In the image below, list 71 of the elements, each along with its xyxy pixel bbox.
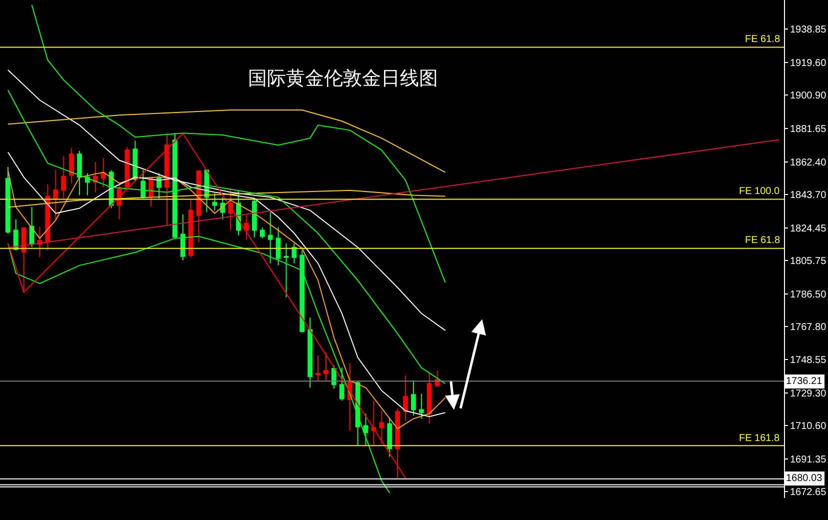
candlestick	[387, 418, 392, 458]
y-tick-label: 1672.65	[790, 487, 827, 498]
candlestick	[21, 226, 26, 293]
candlestick	[61, 156, 66, 199]
candlestick	[92, 162, 98, 193]
candlestick	[426, 373, 432, 424]
candlestick	[37, 226, 42, 258]
candlestick	[363, 413, 368, 446]
ref-line-label: FE 61.8	[745, 34, 780, 45]
candlestick	[292, 242, 297, 264]
y-tick-label: 1786.50	[790, 289, 827, 300]
candlestick	[53, 170, 58, 221]
annotation: 1680.03	[786, 473, 823, 484]
line-series	[7, 90, 446, 384]
ref-line-label: FE 100.0	[739, 186, 780, 197]
line-series	[7, 190, 446, 208]
y-tick-label: 1729.30	[790, 388, 827, 400]
candlestick	[69, 148, 74, 184]
candlestick	[308, 317, 313, 388]
candlestick	[300, 250, 305, 334]
y-tick-label: 1767.80	[790, 322, 827, 333]
y-tick-label: 1710.60	[790, 421, 827, 432]
ref-line-label: FE 161.8	[739, 433, 780, 444]
candlestick	[148, 176, 154, 207]
candlestick	[220, 196, 226, 220]
line-series	[7, 236, 390, 494]
candlestick	[6, 166, 10, 234]
ref-line-label: FE 61.8	[745, 235, 780, 246]
candlestick	[347, 363, 352, 432]
candlestick	[316, 355, 320, 382]
y-tick-label: 1824.45	[790, 223, 827, 234]
candlestick	[212, 192, 218, 211]
line-series	[7, 133, 406, 478]
candlestick	[418, 393, 424, 420]
candlestick	[260, 226, 265, 239]
candlestick	[228, 188, 234, 231]
candlestick	[180, 214, 186, 261]
candlestick	[29, 206, 34, 248]
candlestick	[13, 218, 18, 251]
candlestick	[132, 140, 138, 182]
y-tick-label: 1748.55	[790, 355, 827, 366]
y-tick-label: 1805.75	[790, 256, 827, 267]
line-series	[31, 4, 446, 283]
text: 国际黄金伦敦金日线图	[248, 68, 438, 90]
candlestick	[268, 212, 273, 264]
candlestick	[411, 380, 416, 416]
candlestick	[284, 242, 289, 298]
candlestick	[276, 226, 281, 266]
candlestick	[77, 150, 82, 196]
y-tick-label: 1862.40	[790, 157, 827, 168]
candlestick	[252, 198, 257, 238]
candlestick	[244, 214, 249, 240]
candlestick	[324, 352, 328, 382]
candlestick	[379, 410, 384, 444]
y-tick-label: 1919.60	[790, 58, 827, 69]
candlestick	[188, 200, 194, 258]
y-tick-label: 1881.65	[790, 124, 827, 135]
candlestick	[403, 375, 408, 422]
y-tick-label: 1843.70	[790, 190, 827, 201]
candlestick	[100, 158, 106, 188]
annotation: 1736.21	[786, 376, 823, 387]
candlestick	[339, 367, 344, 402]
y-tick-label: 1691.35	[790, 454, 827, 466]
candlestick	[140, 170, 146, 199]
y-tick-label: 1900.90	[790, 90, 827, 102]
candlestick	[156, 172, 162, 199]
y-tick-label: 1938.85	[790, 24, 827, 36]
candlestick	[172, 132, 178, 238]
candlestick	[85, 172, 90, 196]
line-series	[7, 110, 446, 173]
candlestick	[371, 400, 376, 446]
